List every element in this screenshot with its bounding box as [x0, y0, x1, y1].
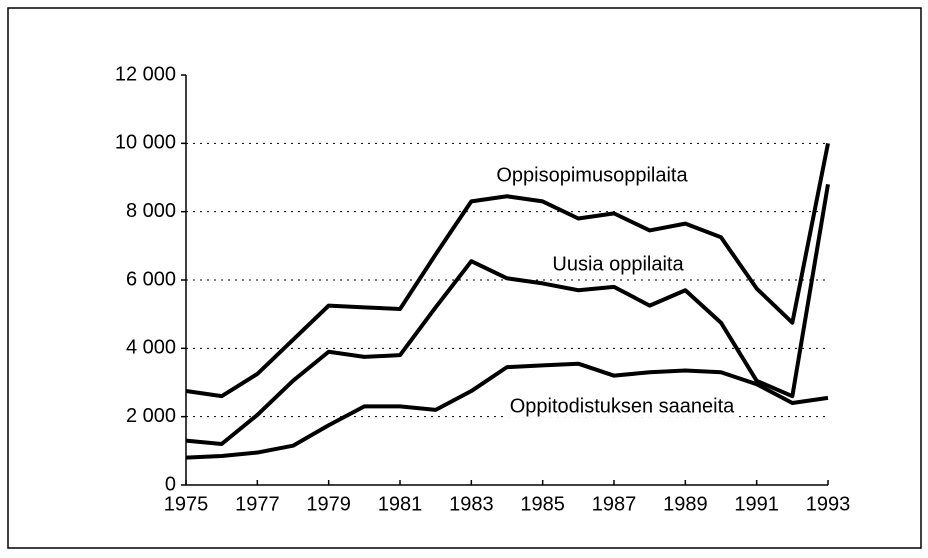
label-background	[507, 395, 738, 418]
x-tick-label: 1987	[592, 493, 637, 515]
x-tick-label: 1985	[520, 493, 565, 515]
x-tick-label: 1979	[306, 493, 351, 515]
series-line	[185, 184, 830, 446]
series-line	[185, 361, 829, 460]
x-tick-label: 1991	[734, 493, 779, 515]
series-line	[185, 142, 830, 399]
y-tick-label: 8 000	[126, 200, 176, 222]
y-tick-label: 10 000	[115, 132, 176, 154]
x-tick-label: 1993	[806, 493, 851, 515]
x-tick-label: 1989	[663, 493, 708, 515]
x-tick-label: 1981	[378, 493, 423, 515]
series-label: Oppisopimusoppilaita	[496, 164, 688, 186]
y-tick-label: 4 000	[126, 337, 176, 359]
x-tick-label: 1977	[235, 493, 280, 515]
y-tick-label: 2 000	[126, 405, 176, 427]
series-label: Oppitodistuksen saaneita	[510, 395, 735, 417]
y-tick-label: 0	[165, 473, 176, 495]
x-tick-label: 1983	[449, 493, 494, 515]
series-label: Uusia oppilaita	[552, 253, 684, 275]
y-tick-label: 6 000	[126, 268, 176, 290]
x-tick-label: 1975	[164, 493, 209, 515]
y-tick-label: 12 000	[115, 63, 176, 85]
frame	[7, 7, 922, 549]
